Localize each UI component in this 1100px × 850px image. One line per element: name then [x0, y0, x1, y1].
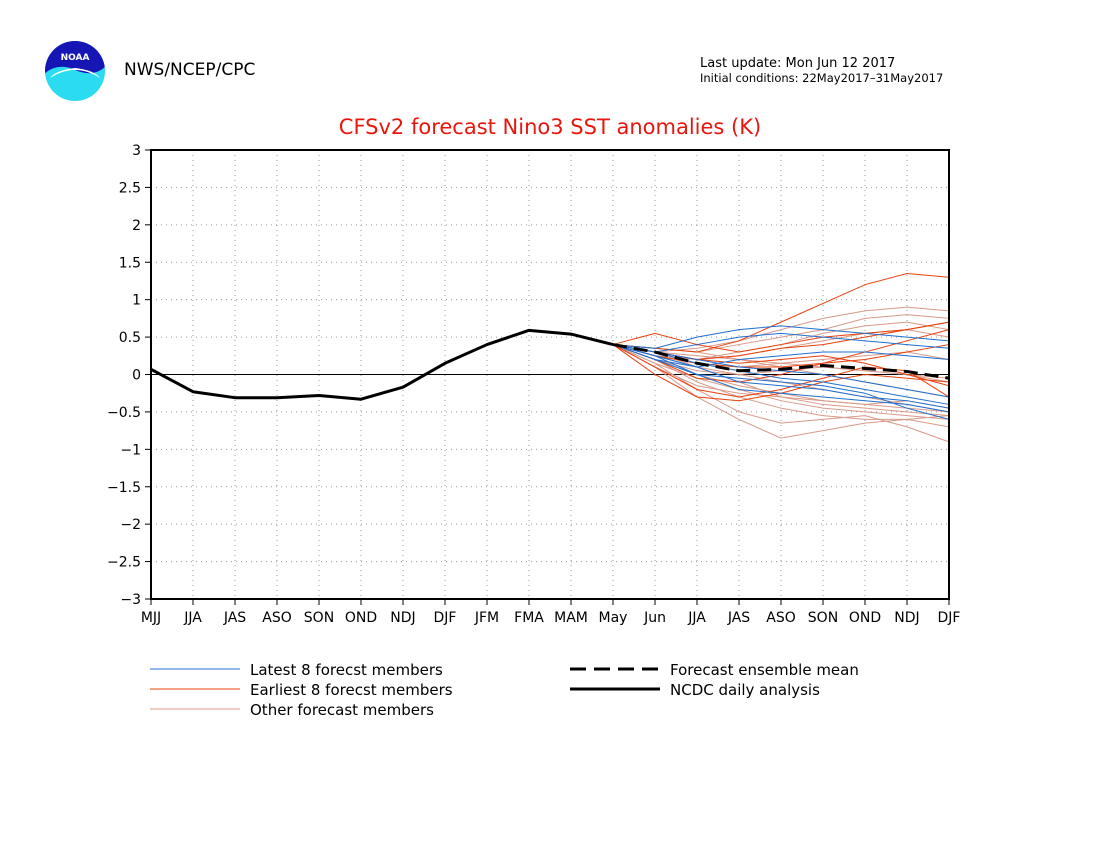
member-line — [612, 306, 950, 353]
update-info: Last update: Mon Jun 12 2017 Initial con… — [700, 56, 943, 86]
main-series — [150, 328, 950, 401]
member-line — [612, 344, 950, 443]
ensemble-mean-line — [612, 343, 950, 380]
y-tick-label: 0 — [132, 368, 141, 384]
x-tick-label: MAM — [554, 610, 588, 626]
member-line — [612, 344, 950, 439]
member-line — [612, 344, 950, 409]
y-tick-label: 3 — [132, 143, 141, 159]
x-tick-label: DJF — [434, 610, 457, 626]
legend-label: Forecast ensemble mean — [670, 661, 859, 679]
x-tick-label: ASO — [262, 610, 291, 626]
member-line — [612, 332, 950, 353]
y-axis: 3 2.5 2 1.5 1 0.5 0 −0.5 −1 −1.5 −2 −2.5 −3 — [107, 143, 151, 608]
forecast-members — [612, 272, 950, 443]
legend-label: Earliest 8 forecst members — [250, 681, 453, 699]
member-line — [612, 344, 950, 420]
member-line — [612, 329, 950, 383]
x-tick-label: NDJ — [390, 610, 415, 626]
y-tick-label: −0.5 — [107, 405, 141, 421]
y-tick-label: −1 — [120, 442, 141, 458]
x-tick-label: SON — [808, 610, 838, 626]
x-tick-label: NDJ — [894, 610, 919, 626]
x-tick-label: OND — [849, 610, 881, 626]
member-line — [612, 344, 950, 409]
legend-label: Other forecast members — [250, 701, 434, 719]
x-tick-label: Jun — [643, 610, 666, 626]
initial-conditions: Initial conditions: 22May2017–31May2017 — [700, 71, 944, 85]
y-tick-label: −2 — [120, 517, 141, 533]
y-tick-label: 2.5 — [119, 180, 141, 196]
y-tick-label: −3 — [120, 592, 141, 608]
x-tick-label: JJA — [183, 610, 202, 626]
y-tick-label: 1 — [132, 293, 141, 309]
x-tick-label: ASO — [766, 610, 795, 626]
member-line — [612, 344, 950, 428]
analysis-line — [150, 328, 614, 401]
x-axis: MJJ JJA JAS ASO SON OND NDJ DJF JFM FMA MAM May Jun J… — [141, 599, 961, 626]
x-tick-label: DJF — [938, 610, 961, 626]
legend-label: NCDC daily analysis — [670, 681, 820, 699]
x-tick-label: SON — [304, 610, 334, 626]
x-tick-label: JJA — [687, 610, 706, 626]
noaa-logo-icon: NOAA — [45, 41, 105, 101]
y-tick-label: 0.5 — [119, 330, 141, 346]
member-line — [612, 344, 950, 420]
legend: Latest 8 forecst members Earliest 8 forec… — [150, 661, 859, 719]
member-line — [612, 344, 950, 405]
x-tick-label: FMA — [514, 610, 544, 626]
agency-label: NWS/NCEP/CPC — [124, 60, 256, 80]
legend-label: Latest 8 forecst members — [250, 661, 443, 679]
x-tick-label: OND — [345, 610, 377, 626]
logo-text: NOAA — [61, 53, 90, 63]
x-tick-label: MJJ — [141, 610, 161, 626]
member-line — [612, 325, 950, 349]
y-tick-label: −2.5 — [107, 555, 141, 571]
y-tick-label: 1.5 — [119, 255, 141, 271]
x-tick-label: JAS — [223, 610, 246, 626]
y-tick-label: −1.5 — [107, 480, 141, 496]
x-tick-label: JFM — [474, 610, 499, 626]
member-line — [612, 321, 950, 353]
grid — [151, 150, 949, 599]
x-tick-label: May — [599, 610, 628, 626]
last-update: Last update: Mon Jun 12 2017 — [700, 56, 896, 71]
chart-title: CFSv2 forecast Nino3 SST anomalies (K) — [339, 115, 761, 139]
y-tick-label: 2 — [132, 218, 141, 234]
x-tick-label: JAS — [727, 610, 750, 626]
